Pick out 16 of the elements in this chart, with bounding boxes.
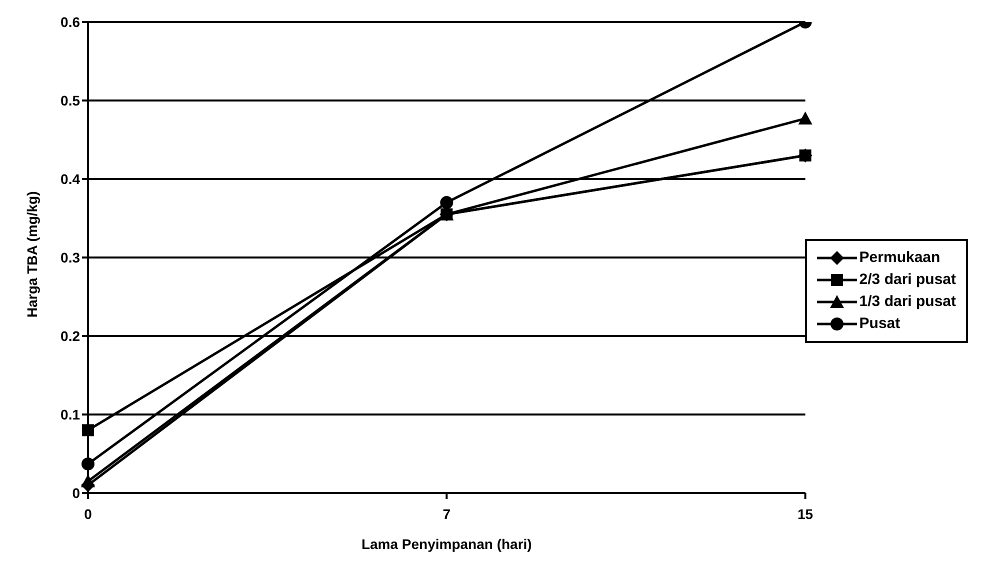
y-axis-title: Harga TBA (mg/kg) xyxy=(24,191,40,318)
x-tick-label: 7 xyxy=(442,506,451,522)
y-tick-label: 0.6 xyxy=(60,14,80,30)
legend-label: Pusat xyxy=(859,315,900,332)
legend-label: 2/3 dari pusat xyxy=(859,271,956,288)
y-tick-label: 0.2 xyxy=(60,328,80,344)
x-axis-title: Lama Penyimpanan (hari) xyxy=(361,536,532,552)
y-tick-label: 0 xyxy=(72,484,80,501)
y-tick-label: 0.3 xyxy=(60,249,80,266)
x-tick-label: 0 xyxy=(84,506,92,522)
y-tick-label: 0.5 xyxy=(60,92,80,108)
y-tick-label: 0.1 xyxy=(60,406,80,422)
x-tick-label: 15 xyxy=(798,506,814,522)
legend-label: Permukaan xyxy=(859,249,940,266)
y-tick-label: 0.4 xyxy=(60,170,80,187)
legend-label: 1/3 dari pusat xyxy=(859,293,956,310)
